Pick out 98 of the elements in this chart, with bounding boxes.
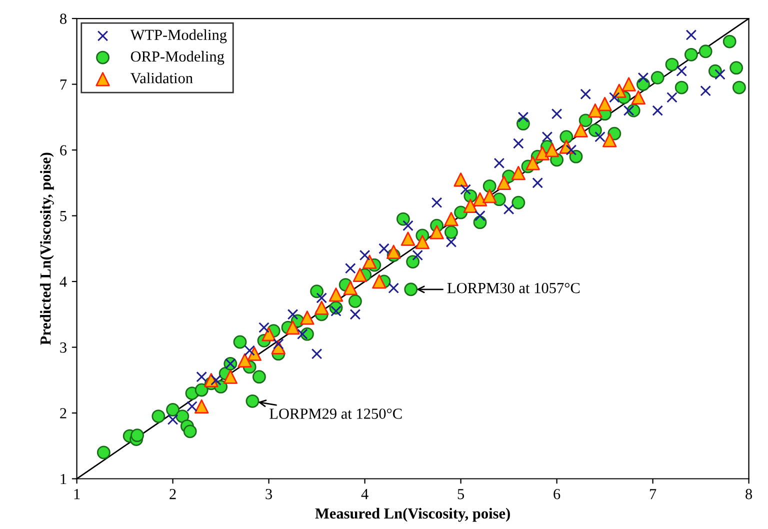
point xyxy=(328,288,344,302)
point xyxy=(454,172,468,187)
point xyxy=(544,142,560,158)
point xyxy=(362,254,377,269)
point xyxy=(598,96,612,112)
point xyxy=(350,308,361,320)
x-tick-label: 5 xyxy=(458,489,464,500)
point xyxy=(512,138,524,149)
point xyxy=(400,232,416,246)
annotation: LORPM30 at 1057°C xyxy=(447,282,580,294)
point xyxy=(314,300,329,315)
x-tick-label: 7 xyxy=(650,489,656,500)
y-tick-label: 8 xyxy=(60,14,66,24)
point xyxy=(300,310,314,325)
point xyxy=(272,338,284,350)
point xyxy=(474,210,486,222)
y-tick-label: 7 xyxy=(60,80,67,90)
point xyxy=(566,144,577,156)
point xyxy=(431,197,442,208)
legend-label: ORP-Modeling xyxy=(130,50,224,65)
point xyxy=(412,250,424,261)
point xyxy=(580,88,592,100)
point xyxy=(446,236,457,248)
point xyxy=(378,243,390,254)
point xyxy=(666,92,678,103)
point xyxy=(535,146,550,160)
x-tick-label: 4 xyxy=(361,489,368,500)
point xyxy=(344,262,356,274)
point xyxy=(388,282,400,294)
legend-label: WTP-Modeling xyxy=(130,29,227,44)
point xyxy=(262,327,276,342)
point xyxy=(526,156,540,170)
point xyxy=(258,322,270,333)
point xyxy=(352,268,368,282)
point xyxy=(372,274,386,289)
x-tick-label: 3 xyxy=(266,488,272,500)
point xyxy=(402,220,414,232)
y-tick-label: 5 xyxy=(60,211,66,222)
point xyxy=(676,66,688,77)
point xyxy=(472,192,488,206)
point xyxy=(463,198,478,213)
point xyxy=(588,103,602,118)
y-tick-label: 4 xyxy=(60,276,67,287)
annotation: LORPM29 at 1250°C xyxy=(270,408,402,419)
point xyxy=(244,345,256,356)
point xyxy=(415,234,430,250)
y-tick-label: 3 xyxy=(60,342,66,353)
point xyxy=(287,308,298,320)
point xyxy=(551,108,562,120)
point xyxy=(496,176,512,190)
x-tick-label: 8 xyxy=(746,488,752,500)
point xyxy=(482,188,497,204)
point xyxy=(686,30,697,40)
y-tick-label: 1 xyxy=(60,474,66,484)
point xyxy=(430,225,444,240)
point xyxy=(386,244,401,260)
point xyxy=(194,399,209,414)
legend-label: Validation xyxy=(130,72,193,84)
y-tick-label: 2 xyxy=(60,408,66,418)
point xyxy=(444,212,458,226)
x-axis-title: Measured Ln(Viscosity, poise) xyxy=(315,508,510,522)
point xyxy=(286,320,300,335)
x-tick-label: 1 xyxy=(74,488,80,500)
point xyxy=(167,414,178,425)
point xyxy=(700,85,712,96)
point xyxy=(359,250,370,261)
x-tick-label: 6 xyxy=(554,488,560,500)
point xyxy=(196,371,208,382)
point xyxy=(631,90,646,105)
x-tick-label: 2 xyxy=(170,488,176,500)
point xyxy=(652,105,664,116)
point xyxy=(460,184,472,195)
point xyxy=(311,348,322,360)
y-axis-title: Predicted Ln(Viscosity, poise) xyxy=(40,152,54,345)
point xyxy=(238,353,252,368)
point xyxy=(602,133,617,148)
point xyxy=(494,158,505,169)
point xyxy=(247,346,262,361)
point xyxy=(518,112,529,123)
point xyxy=(330,306,342,317)
point xyxy=(296,328,308,340)
point xyxy=(186,401,198,412)
point xyxy=(542,131,553,142)
point xyxy=(638,72,649,84)
point xyxy=(503,204,514,215)
point xyxy=(608,92,620,103)
point xyxy=(574,123,588,138)
point xyxy=(622,77,636,92)
y-tick-label: 6 xyxy=(60,145,67,156)
point xyxy=(714,68,726,80)
point xyxy=(511,166,526,180)
point xyxy=(594,131,606,142)
point xyxy=(210,374,222,386)
point xyxy=(623,105,634,116)
point xyxy=(343,280,358,296)
point xyxy=(316,292,328,304)
point xyxy=(532,177,544,188)
point xyxy=(223,370,238,384)
